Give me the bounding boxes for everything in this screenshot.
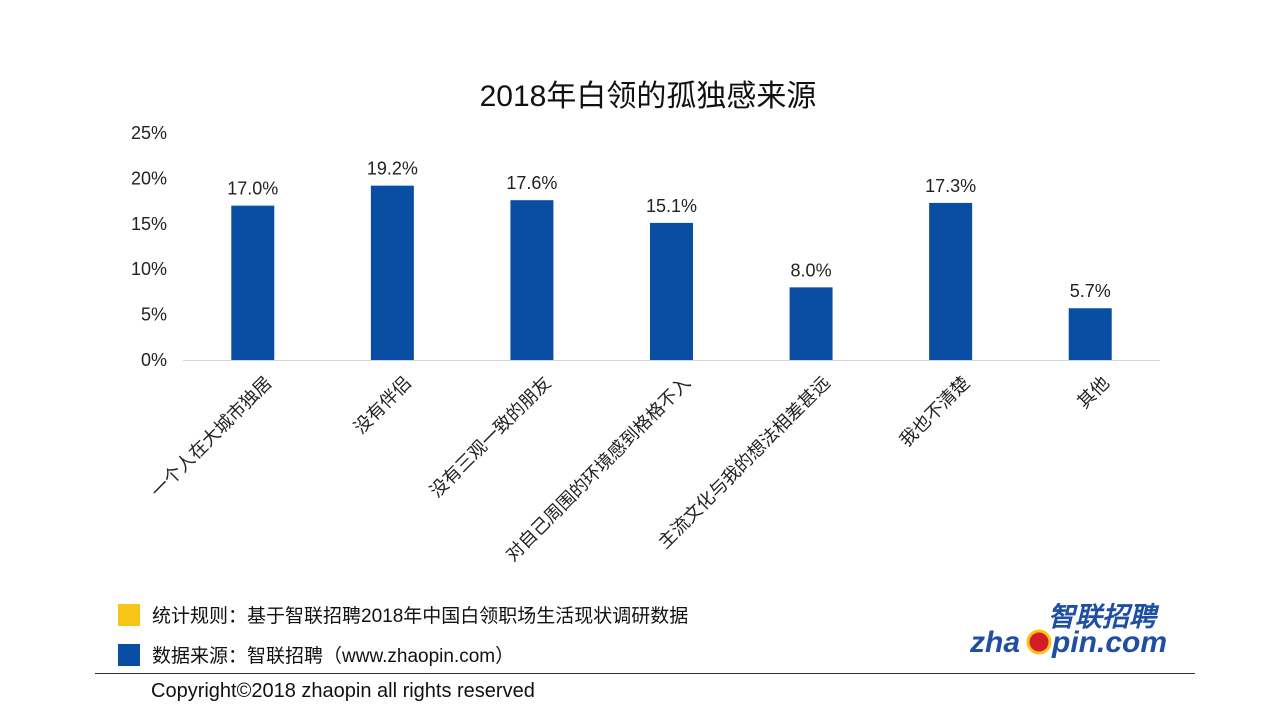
logo-chinese-text: 智联招聘	[1048, 602, 1160, 632]
bar	[231, 205, 275, 360]
data-label: 17.3%	[925, 176, 976, 196]
zhaopin-logo: 智联招聘 zha pin.com	[969, 602, 1167, 659]
data-label: 17.0%	[227, 179, 278, 199]
bar	[510, 200, 554, 360]
legend-rule-swatch	[118, 603, 140, 626]
y-axis: 0% 5% 10% 15% 20% 25%	[131, 123, 167, 370]
y-tick-label: 15%	[131, 214, 167, 234]
bar	[650, 222, 693, 360]
chart-title: 2018年白领的孤独感来源	[480, 80, 817, 113]
y-tick-label: 20%	[131, 168, 167, 188]
x-tick-label: 没有三观一致的朋友	[426, 373, 555, 502]
x-axis-categories: 一个人在大城市独居 没有伴侣 没有三观一致的朋友对自己周围的环境感到格格不入主流文化…	[147, 373, 1113, 565]
legend-rule: 统计规则：基于智联招聘2018年中国白领职场生活现状调研数据	[118, 601, 688, 628]
y-tick-label: 0%	[141, 350, 167, 370]
legend-source-swatch	[118, 643, 140, 666]
data-label: 8.0%	[791, 260, 832, 280]
x-tick-label: 我也不清楚	[896, 373, 974, 451]
logo-o-icon	[1026, 629, 1052, 655]
x-tick-label: 一个人在大城市独居	[147, 373, 276, 502]
bar	[1068, 308, 1112, 360]
legend-source: 数据来源：智联招聘（www.zhaopin.com）	[118, 641, 514, 668]
bar	[370, 185, 414, 360]
data-label: 17.6%	[506, 173, 557, 193]
y-tick-label: 10%	[131, 259, 167, 279]
data-label: 19.2%	[367, 159, 418, 179]
y-tick-label: 25%	[131, 123, 167, 143]
copyright-text: Copyright©2018 zhaopin all rights reserv…	[151, 680, 535, 702]
logo-text-right: pin.com	[1051, 626, 1167, 659]
x-tick-label: 没有伴侣	[350, 373, 415, 438]
bar-chart: 2018年白领的孤独感来源 0% 5% 10% 15% 20% 25% 17.0% 19.2…	[131, 80, 1160, 565]
bar	[929, 202, 973, 360]
x-tick-label: 其他	[1073, 373, 1113, 413]
logo-text-left: zha	[969, 626, 1020, 659]
footer-divider	[95, 673, 1195, 674]
data-label: 5.7%	[1070, 281, 1111, 301]
legend-source-text: 数据来源：智联招聘（www.zhaopin.com）	[152, 646, 515, 667]
data-labels: 17.0% 19.2% 17.6% 15.1% 8.0% 17.3% 5.7%	[227, 159, 1110, 302]
y-tick-label: 5%	[141, 305, 167, 325]
data-label: 15.1%	[646, 196, 697, 216]
bars	[231, 185, 1112, 360]
legend-rule-text: 统计规则：基于智联招聘2018年中国白领职场生活现状调研数据	[152, 606, 689, 627]
bar	[789, 287, 833, 360]
